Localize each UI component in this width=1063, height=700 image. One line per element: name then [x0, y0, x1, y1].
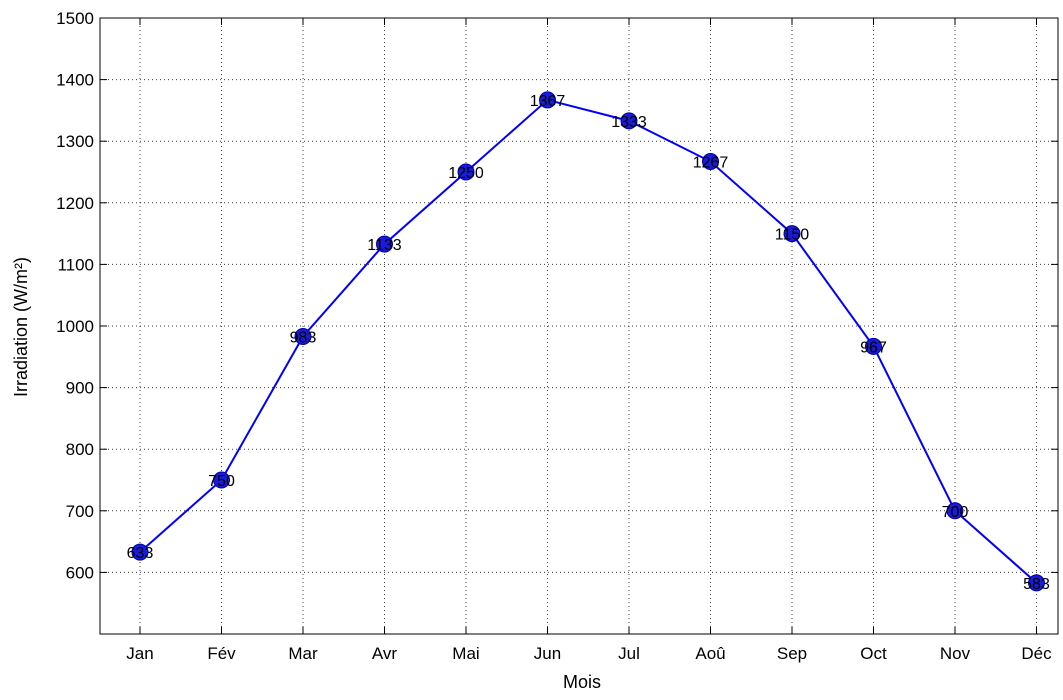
data-value-label: 1367: [530, 93, 566, 110]
data-value-label: 700: [942, 504, 969, 521]
y-tick-label: 1500: [56, 9, 94, 28]
tick-labels: Jan Fév Mar Avr Mai Jun Jul Aoû Sep Oct Nov Déc 600 7…: [56, 9, 1058, 663]
y-tick-label: 900: [66, 379, 94, 398]
data-point: [620, 112, 638, 130]
x-tick-label: Oct: [860, 644, 887, 663]
x-tick-label: Aoû: [695, 644, 725, 663]
x-tick-label: Fév: [207, 644, 236, 663]
grid-lines: [100, 18, 1058, 634]
data-point: [1028, 574, 1045, 592]
x-tick-label: Avr: [372, 644, 398, 663]
data-point: [376, 235, 393, 253]
data-value-label: 1150: [775, 227, 810, 244]
data-value-label: 1250: [448, 165, 484, 182]
data-value-label: 1133: [367, 237, 402, 254]
data-value-label: 750: [208, 473, 235, 490]
series-line: [139, 98, 1038, 584]
x-axis-title: Mois: [563, 672, 601, 692]
data-point: [783, 225, 801, 243]
data-point: [865, 337, 882, 355]
y-tick-label: 1200: [56, 194, 94, 213]
data-value-label: 1333: [611, 114, 647, 131]
data-value-label: 633: [127, 545, 154, 562]
data-point: [457, 163, 475, 181]
data-series: [131, 91, 1045, 592]
x-tick-label: Mar: [288, 644, 318, 663]
plot-frame: [99, 17, 1059, 635]
data-labels: 633 750 983 1133 1250 1367 1333 1267 1150 967 700 5…: [127, 93, 1050, 593]
data-value-label: 967: [860, 339, 887, 356]
y-tick-label: 600: [66, 563, 94, 582]
data-point: [294, 327, 312, 345]
y-tick-label: 700: [66, 502, 94, 521]
y-tick-label: 1100: [57, 255, 94, 274]
x-tick-label: Jan: [126, 644, 153, 663]
y-tick-label: 1300: [56, 132, 94, 151]
y-axis-title: Irradiation (W/m²): [11, 257, 31, 397]
data-value-label: 583: [1023, 576, 1050, 593]
x-tick-label: Jul: [618, 644, 640, 663]
data-point: [539, 91, 556, 109]
y-tick-label: 1000: [56, 317, 94, 336]
x-tick-label: Déc: [1021, 644, 1052, 663]
data-point: [213, 471, 230, 489]
y-tick-label: 800: [66, 440, 94, 459]
data-value-label: 1267: [693, 155, 729, 172]
x-tick-label: Mai: [452, 644, 479, 663]
data-point: [946, 502, 964, 520]
x-tick-label: Nov: [940, 644, 971, 663]
data-value-label: 983: [290, 329, 317, 346]
data-point: [702, 153, 719, 171]
axes: [99, 17, 1059, 635]
data-point: [131, 543, 149, 561]
y-tick-label: 1400: [56, 71, 94, 90]
x-tick-label: Sep: [777, 644, 807, 663]
x-tick-label: Jun: [534, 644, 561, 663]
